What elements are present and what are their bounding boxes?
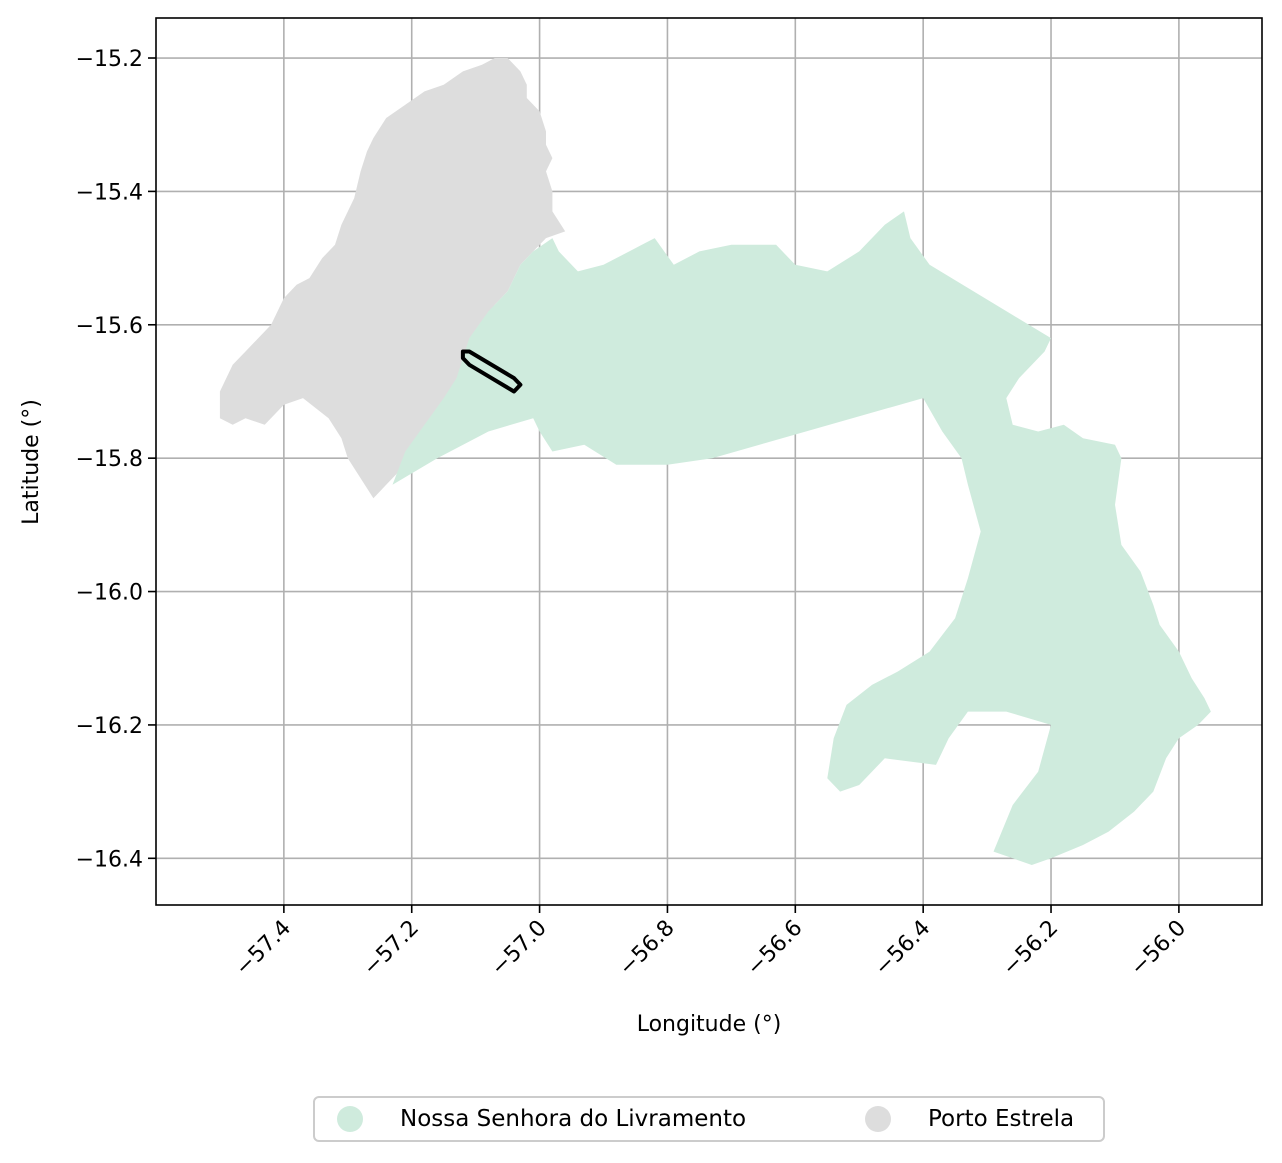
y-tick-label: −16.2 (76, 714, 143, 739)
y-tick-label: −15.2 (76, 47, 143, 72)
highlight-outline (460, 349, 523, 394)
region-porto-estrela (219, 58, 566, 499)
y-tick-label: −16.0 (76, 581, 143, 606)
legend-label-nossa-senhora: Nossa Senhora do Livramento (400, 1106, 747, 1132)
legend-marker-porto-estrela (865, 1106, 891, 1132)
x-tick-label: −56.0 (1126, 916, 1191, 981)
x-tick-label: −57.0 (486, 916, 551, 981)
region-nossa-senhora-do-livramento (392, 211, 1211, 865)
y-tick-label: −16.4 (76, 847, 143, 872)
y-tick-label: −15.6 (76, 314, 143, 339)
x-tick-label: −56.6 (742, 916, 807, 981)
legend-item-porto-estrela: Porto Estrela (865, 1106, 1074, 1132)
legend-marker-nossa-senhora (337, 1106, 363, 1132)
y-tick-label: −15.4 (76, 180, 143, 205)
x-tick-label: −56.2 (998, 916, 1063, 981)
x-tick-label: −56.8 (614, 916, 679, 981)
plot-frame (155, 17, 1263, 906)
y-axis-title: Latitude (°) (19, 399, 44, 525)
x-tick-label: −56.4 (870, 916, 935, 981)
legend: Nossa Senhora do Livramento Porto Estrel… (313, 1096, 1105, 1142)
region-layer (219, 58, 1211, 865)
x-axis-title: Longitude (°) (637, 1012, 782, 1037)
outline-layer (460, 349, 523, 394)
legend-label-porto-estrela: Porto Estrela (928, 1106, 1075, 1132)
x-tick-label: −57.2 (359, 916, 424, 981)
x-tick-label: −57.4 (231, 916, 296, 981)
y-tick-label: −15.8 (76, 447, 143, 472)
legend-item-nossa-senhora: Nossa Senhora do Livramento (337, 1106, 746, 1132)
